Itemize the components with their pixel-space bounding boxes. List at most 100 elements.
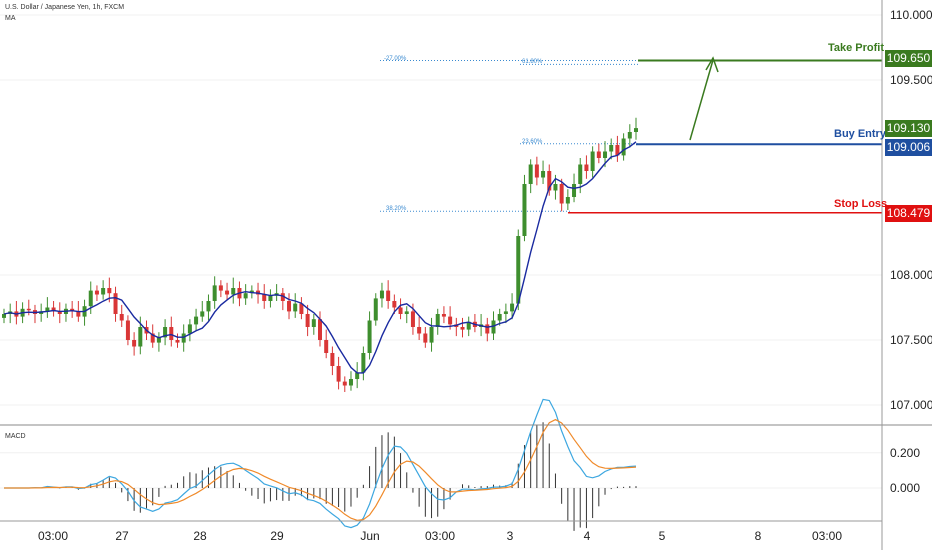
ma-line <box>3 141 637 374</box>
symbol-legend: U.S. Dollar / Japanese Yen, 1h, FXCM <box>5 4 125 11</box>
candle <box>206 301 211 312</box>
candle <box>138 327 143 347</box>
buy-entry-label: Buy Entry <box>834 128 886 140</box>
candle <box>330 353 335 366</box>
candle <box>559 184 564 204</box>
last-price-tag: 109.130 <box>885 120 932 137</box>
fib-label: 23.60% <box>522 138 543 145</box>
candle <box>132 340 137 347</box>
candle <box>225 290 230 295</box>
candle <box>45 307 50 312</box>
fib-label: 38.20% <box>386 206 407 213</box>
candle <box>423 333 428 343</box>
candle <box>404 311 409 314</box>
candle <box>398 307 403 314</box>
candle <box>448 316 453 325</box>
candle <box>2 314 6 318</box>
candle <box>187 324 192 334</box>
candle <box>410 311 415 327</box>
candle <box>590 151 595 171</box>
candle <box>553 184 558 191</box>
candle <box>392 301 397 308</box>
price-tick-label: 109.500 <box>890 73 932 87</box>
macd-legend: MACD <box>5 433 26 440</box>
time-tick-label: 29 <box>270 529 284 543</box>
time-tick-label: 03:00 <box>811 529 843 543</box>
candle <box>218 285 223 291</box>
candle <box>621 138 626 156</box>
candle <box>88 290 93 307</box>
candle <box>441 314 446 317</box>
candle <box>522 184 527 236</box>
candle <box>373 298 378 321</box>
time-tick-label: 28 <box>193 529 207 543</box>
candle <box>200 311 205 317</box>
candle <box>125 320 130 340</box>
candle <box>51 307 56 312</box>
time-tick-label: 3 <box>506 529 514 543</box>
time-tick-label: 03:00 <box>424 529 456 543</box>
macd-tick-label: 0.000 <box>890 481 921 495</box>
candle <box>572 184 577 197</box>
candle <box>293 303 298 312</box>
candle <box>503 311 508 314</box>
candle <box>417 327 422 334</box>
candle <box>94 290 99 295</box>
signal-line <box>4 418 637 521</box>
target-arrowhead <box>705 56 719 73</box>
candle <box>596 151 601 158</box>
candle <box>324 340 329 353</box>
time-tick-label: 5 <box>658 529 666 543</box>
candle <box>627 132 632 139</box>
candle <box>355 372 360 379</box>
candle <box>305 314 310 327</box>
time-tick-label: 4 <box>583 529 591 543</box>
candle <box>243 293 248 299</box>
candle <box>26 308 31 311</box>
candle <box>194 316 199 325</box>
candle <box>181 333 186 343</box>
time-tick-label: 27 <box>115 529 129 543</box>
candle <box>565 197 570 204</box>
candle <box>615 145 620 156</box>
price-tick-label: 107.000 <box>890 398 932 412</box>
candle <box>348 379 353 386</box>
macd-pane <box>4 398 637 531</box>
target-arrow <box>689 59 714 141</box>
candle <box>107 288 112 294</box>
candle <box>547 171 552 191</box>
candle <box>57 311 62 314</box>
candle <box>528 164 533 184</box>
candle <box>435 314 440 327</box>
stop-loss-price-tag: 108.479 <box>885 205 932 222</box>
candle <box>156 337 161 343</box>
fib-label: 61.80% <box>522 59 543 66</box>
candle <box>367 320 372 353</box>
candle <box>429 327 434 343</box>
candle <box>578 164 583 184</box>
buy-entry-price-tag: 109.006 <box>885 139 932 156</box>
fib-levels <box>380 60 640 212</box>
macd-tick-label: 0.200 <box>890 445 921 460</box>
candle <box>336 366 341 382</box>
candle <box>386 290 391 301</box>
candle <box>318 319 322 340</box>
candle <box>379 290 384 299</box>
candle <box>534 164 539 178</box>
candle <box>584 164 589 171</box>
candle <box>119 314 124 321</box>
candle <box>287 301 292 312</box>
stop-loss-label: Stop Loss <box>834 198 888 210</box>
candle <box>299 303 304 314</box>
candle <box>609 145 614 152</box>
candle <box>603 151 608 158</box>
price-tick-label: 108.000 <box>890 268 932 282</box>
candle <box>510 303 515 312</box>
time-tick-label: 03:00 <box>37 529 69 543</box>
candle <box>361 353 366 373</box>
candle <box>101 288 106 295</box>
candle <box>268 295 273 301</box>
take-profit-label: Take Profit <box>828 42 885 54</box>
time-tick-label: Jun <box>360 529 380 543</box>
